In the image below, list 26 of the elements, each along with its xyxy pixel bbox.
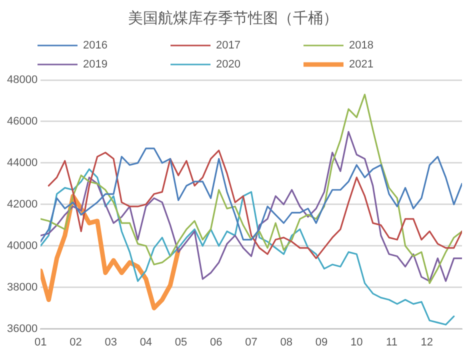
x-tick-label: 10	[350, 336, 363, 348]
legend-label: 2019	[83, 58, 163, 71]
x-tick-label: 12	[420, 336, 434, 348]
x-tick-label: 11	[386, 336, 398, 348]
y-tick-label: 46000	[6, 116, 38, 128]
y-tick-label: 48000	[6, 74, 38, 86]
y-tick-label: 44000	[6, 156, 38, 169]
y-tick-label: 38000	[6, 281, 38, 294]
x-tick-label: 03	[104, 336, 117, 348]
legend-label: 2021	[348, 58, 428, 71]
x-tick-label: 05	[174, 336, 188, 348]
x-tick-label: 06	[210, 336, 222, 348]
x-tick-label: 08	[280, 336, 293, 348]
chart-title: 美国航煤库存季节性图（千桶）	[128, 8, 338, 27]
x-tick-label: 09	[315, 336, 328, 348]
legend-label: 2017	[216, 40, 296, 52]
x-tick-label: 02	[70, 336, 82, 348]
legend-label: 2020	[216, 58, 296, 71]
x-tick-label: 04	[140, 336, 152, 348]
y-tick-label: 36000	[6, 322, 38, 335]
legend-label: 2016	[83, 40, 163, 52]
y-tick-label: 40000	[6, 240, 38, 252]
y-tick-label: 42000	[6, 198, 38, 210]
x-tick-label: 07	[245, 336, 258, 348]
legend-label: 2018	[348, 40, 428, 52]
x-tick-label: 01	[34, 336, 47, 348]
